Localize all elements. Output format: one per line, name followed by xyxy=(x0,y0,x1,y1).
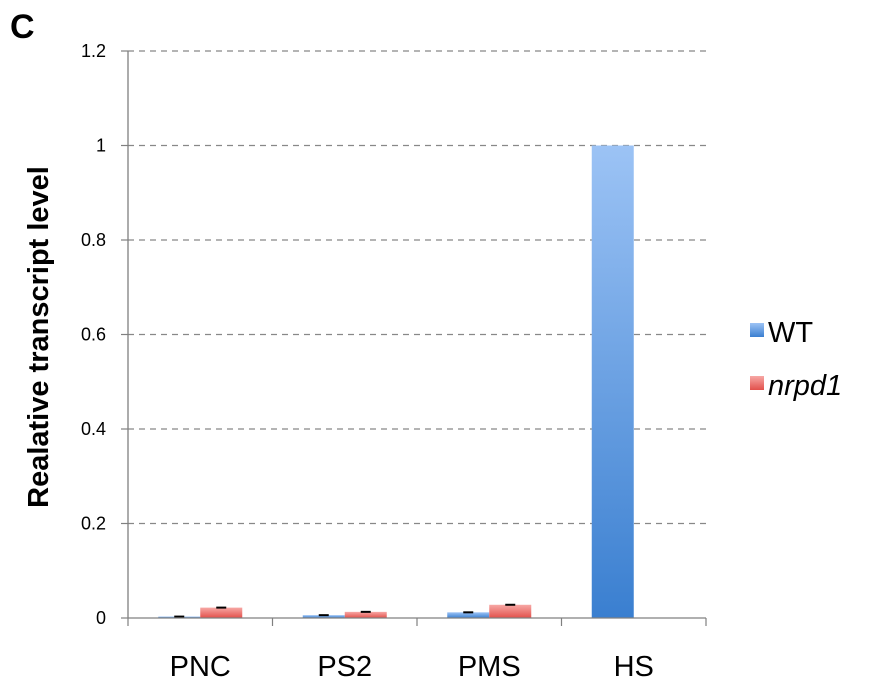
legend: WT nrpd1 xyxy=(750,317,842,402)
y-tick-label: 1 xyxy=(96,136,106,156)
bar-wt-hs xyxy=(591,145,634,618)
bar-wt-pms xyxy=(447,612,490,618)
y-tick-label: 0.4 xyxy=(81,419,106,439)
panel-label: C xyxy=(10,8,35,46)
y-tick-label: 0.6 xyxy=(81,325,106,345)
y-tick-label: 0.8 xyxy=(81,230,106,250)
x-tick-label-ps2: PS2 xyxy=(317,651,372,683)
bar-nrpd1-pms xyxy=(489,604,532,618)
y-tick-labels: 0 0.2 0.4 0.6 0.8 1 1.2 xyxy=(81,41,106,628)
x-tick-label-hs: HS xyxy=(614,651,654,683)
axes xyxy=(121,50,707,626)
x-tick-label-pnc: PNC xyxy=(170,651,231,683)
legend-label-wt: WT xyxy=(768,317,813,349)
gridlines xyxy=(128,50,706,525)
legend-swatch-wt xyxy=(750,323,764,337)
bars xyxy=(158,145,634,618)
bar-nrpd1-pnc xyxy=(200,607,243,618)
legend-label-nrpd1: nrpd1 xyxy=(768,370,842,402)
y-axis-label: Realative transcript level xyxy=(23,166,55,508)
bar-wt-ps2 xyxy=(302,615,345,618)
x-tick-label-pms: PMS xyxy=(458,651,521,683)
y-tick-label: 1.2 xyxy=(81,41,106,61)
legend-swatch-nrpd1 xyxy=(750,376,764,390)
y-tick-label: 0.2 xyxy=(81,514,106,534)
y-tick-label: 0 xyxy=(96,608,106,628)
bar-nrpd1-ps2 xyxy=(344,611,387,618)
x-tick-labels: PNC PS2 PMS HS xyxy=(170,651,654,683)
